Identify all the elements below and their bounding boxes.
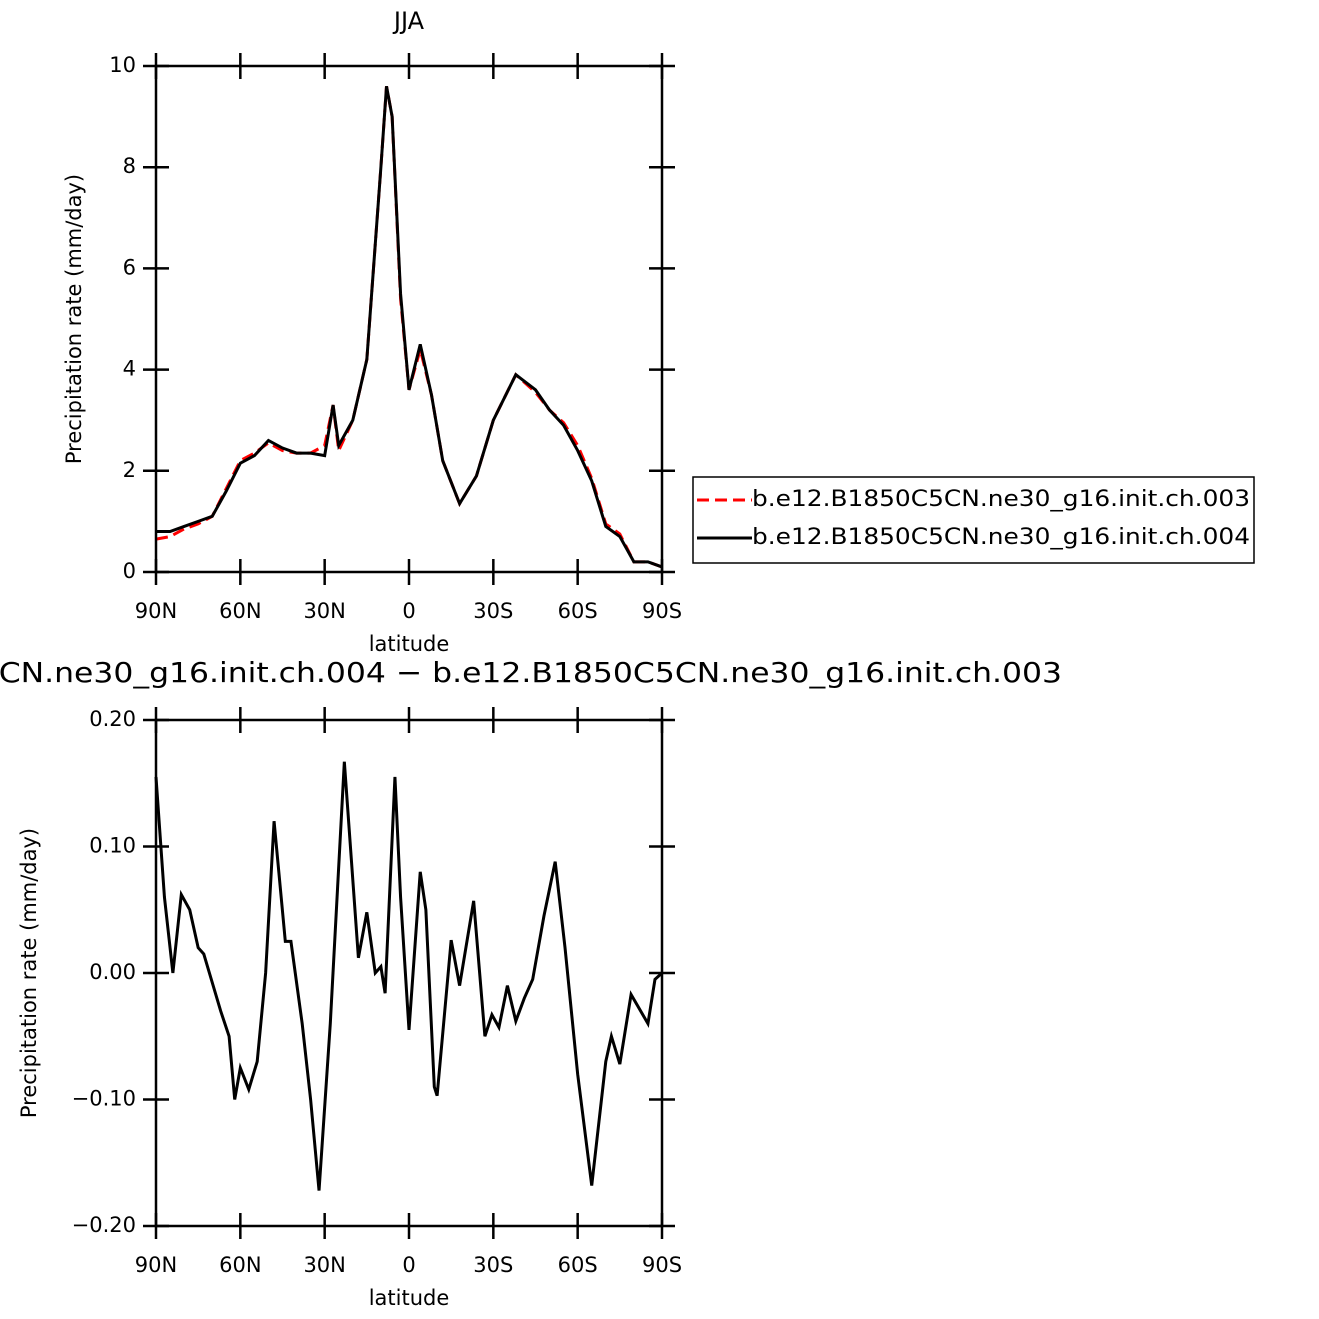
chart-title: b.e12.B1850C5CN.ne30_g16.init.ch.004 − b… — [0, 656, 1062, 689]
legend-label: b.e12.B1850C5CN.ne30_g16.init.ch.003 — [752, 487, 1250, 512]
y-tick-label: 4 — [123, 357, 136, 381]
y-tick-label: 0.00 — [89, 960, 136, 984]
y-tick-label: −0.20 — [72, 1213, 136, 1237]
x-tick-label: 30S — [473, 1253, 513, 1277]
y-tick-label: 6 — [123, 255, 136, 279]
data-line — [155, 85, 663, 569]
x-tick-label: 0 — [402, 599, 415, 623]
x-tick-label: 60N — [219, 1253, 261, 1277]
x-tick-label: 90S — [642, 1253, 682, 1277]
y-tick-label: 8 — [123, 154, 136, 178]
x-tick-label: 30N — [303, 1253, 345, 1277]
x-axis-label: latitude — [369, 1286, 450, 1310]
data-line — [154, 761, 664, 1191]
y-tick-label: 10 — [109, 53, 136, 77]
x-tick-label: 90N — [135, 599, 177, 623]
x-tick-label: 30S — [473, 599, 513, 623]
y-tick-label: 2 — [123, 458, 136, 482]
y-tick-label: 0.10 — [89, 834, 136, 858]
legend-box — [692, 476, 1255, 564]
y-tick-label: 0.20 — [89, 707, 136, 731]
y-axis-label: Precipitation rate (mm/day) — [17, 828, 41, 1118]
x-tick-label: 60S — [558, 599, 598, 623]
x-tick-label: 90S — [642, 599, 682, 623]
x-tick-label: 90N — [135, 1253, 177, 1277]
y-tick-label: 0 — [123, 559, 136, 583]
plot-frame — [154, 64, 664, 574]
chart-title: JJA — [392, 7, 425, 35]
x-tick-label: 60S — [558, 1253, 598, 1277]
y-axis-label: Precipitation rate (mm/day) — [62, 174, 86, 464]
x-tick-label: 60N — [219, 599, 261, 623]
data-line — [156, 85, 663, 569]
y-tick-label: −0.10 — [72, 1087, 136, 1111]
x-axis-label: latitude — [369, 632, 450, 656]
legend-label: b.e12.B1850C5CN.ne30_g16.init.ch.004 — [752, 525, 1250, 550]
x-tick-label: 30N — [303, 599, 345, 623]
x-tick-label: 0 — [402, 1253, 415, 1277]
